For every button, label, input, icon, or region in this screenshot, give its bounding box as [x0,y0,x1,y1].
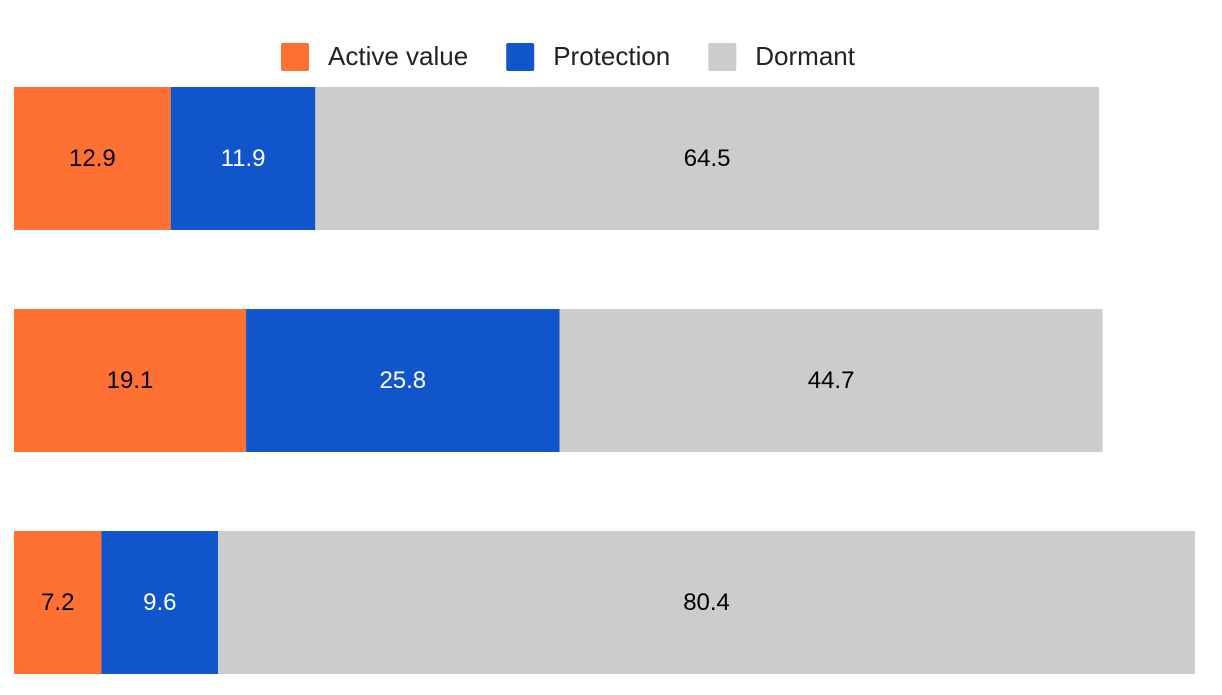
legend-swatch [281,43,310,71]
value-label: 12.9 [69,145,116,172]
bar-segment [315,87,1100,230]
value-label: 64.5 [684,145,731,172]
value-label: 19.1 [107,367,154,394]
legend-swatch [708,43,737,71]
bar-segment [14,309,247,452]
value-label: 9.6 [143,589,176,616]
legend-label: Dormant [755,41,855,71]
legend-label: Protection [553,41,670,71]
value-label: 80.4 [683,589,730,616]
legend-swatch [506,43,535,71]
bar-segment [14,531,102,674]
value-label: 44.7 [808,367,855,394]
value-label: 25.8 [379,367,426,394]
legend-label: Active value [328,41,468,71]
bar-segment [218,531,1195,674]
bar-segment [559,309,1103,452]
value-label: 7.2 [41,589,74,616]
bar-segment [101,531,219,674]
bar-segment [170,87,316,230]
bar-segment [246,309,560,452]
value-label: 11.9 [221,145,266,172]
bar-segment [14,87,171,230]
